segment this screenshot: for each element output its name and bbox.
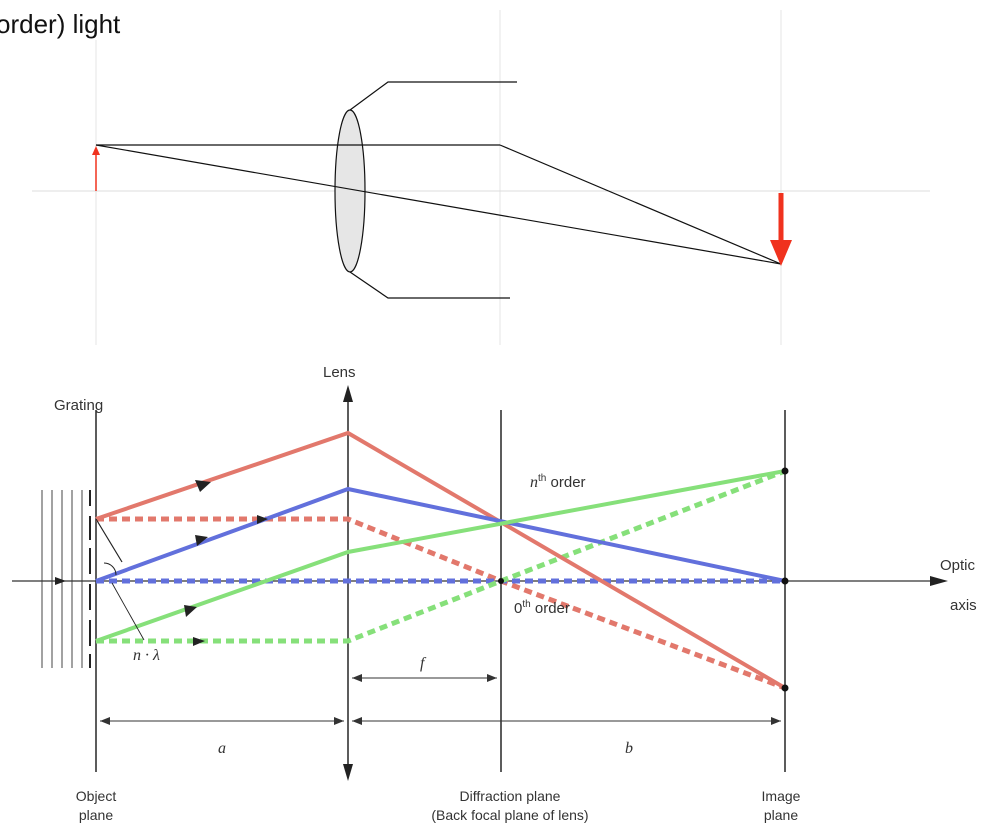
lens-arrow-up-icon xyxy=(343,385,353,402)
image-arrow-head-icon xyxy=(770,240,792,266)
n-lambda-segment xyxy=(95,518,123,563)
red-solid-ray xyxy=(95,430,787,690)
zeroth-order-label: 0th order xyxy=(514,599,570,617)
a-arrow-right-icon xyxy=(334,717,344,725)
red-ray-direction-icon xyxy=(195,480,211,492)
lens-barrel-top xyxy=(349,81,517,111)
green-ray-direction-icon xyxy=(184,605,197,617)
b-arrow-left-icon xyxy=(352,717,362,725)
ray-direction-markers xyxy=(184,480,268,646)
nth-order-label: nth order xyxy=(530,473,586,491)
red-dashed-direction-icon xyxy=(257,515,268,524)
a-arrow-left-icon xyxy=(100,717,110,725)
n-lambda-leader xyxy=(111,582,145,641)
object-plane-label-line1: Object xyxy=(76,788,117,804)
f-arrow-right-icon xyxy=(487,674,497,682)
optic-axis-arrow-icon xyxy=(930,576,948,586)
blue-solid-ray xyxy=(95,486,786,583)
diffraction-plane-label-line1: Diffraction plane xyxy=(460,788,561,804)
blue-ray-direction-icon xyxy=(195,535,208,546)
f-label: f xyxy=(420,655,427,672)
refracted-ray xyxy=(499,144,782,265)
grating-label: Grating xyxy=(54,397,103,414)
chief-ray xyxy=(95,144,782,265)
lens-barrel-bottom xyxy=(349,271,510,299)
top-lens-shape xyxy=(334,109,366,273)
green-solid-ray xyxy=(95,469,786,643)
lens-arrow-down-icon xyxy=(343,764,353,781)
incident-wavefront-lines xyxy=(41,490,83,668)
n-lambda-label: n · λ xyxy=(133,647,160,664)
object-arrow-head-icon xyxy=(92,146,100,155)
f-arrow-left-icon xyxy=(352,674,362,682)
image-plane-label-line1: Image xyxy=(762,788,801,804)
focus-points xyxy=(498,467,789,692)
image-plane-label-line2: plane xyxy=(764,807,798,823)
b-arrow-right-icon xyxy=(771,717,781,725)
object-plane-label-line2: plane xyxy=(79,807,113,823)
green-dashed-direction-icon xyxy=(193,637,205,646)
a-label: a xyxy=(218,740,226,757)
angle-arc xyxy=(103,562,117,576)
top-lens-diagram: order) light xyxy=(0,9,930,345)
b-label: b xyxy=(625,740,633,757)
grating-diffraction-diagram: Lens Grating nth order 0th order Optic a… xyxy=(12,364,977,823)
optic-label: Optic xyxy=(940,557,976,574)
zeroth-order-rays xyxy=(96,468,786,691)
diffraction-plane-label-line2: (Back focal plane of lens) xyxy=(431,807,588,823)
lens-label: Lens xyxy=(323,364,356,381)
axis-label: axis xyxy=(950,597,977,614)
top-caption: order) light xyxy=(0,9,121,39)
incident-axis-arrow-icon xyxy=(55,577,66,585)
nth-order-rays xyxy=(95,430,787,690)
